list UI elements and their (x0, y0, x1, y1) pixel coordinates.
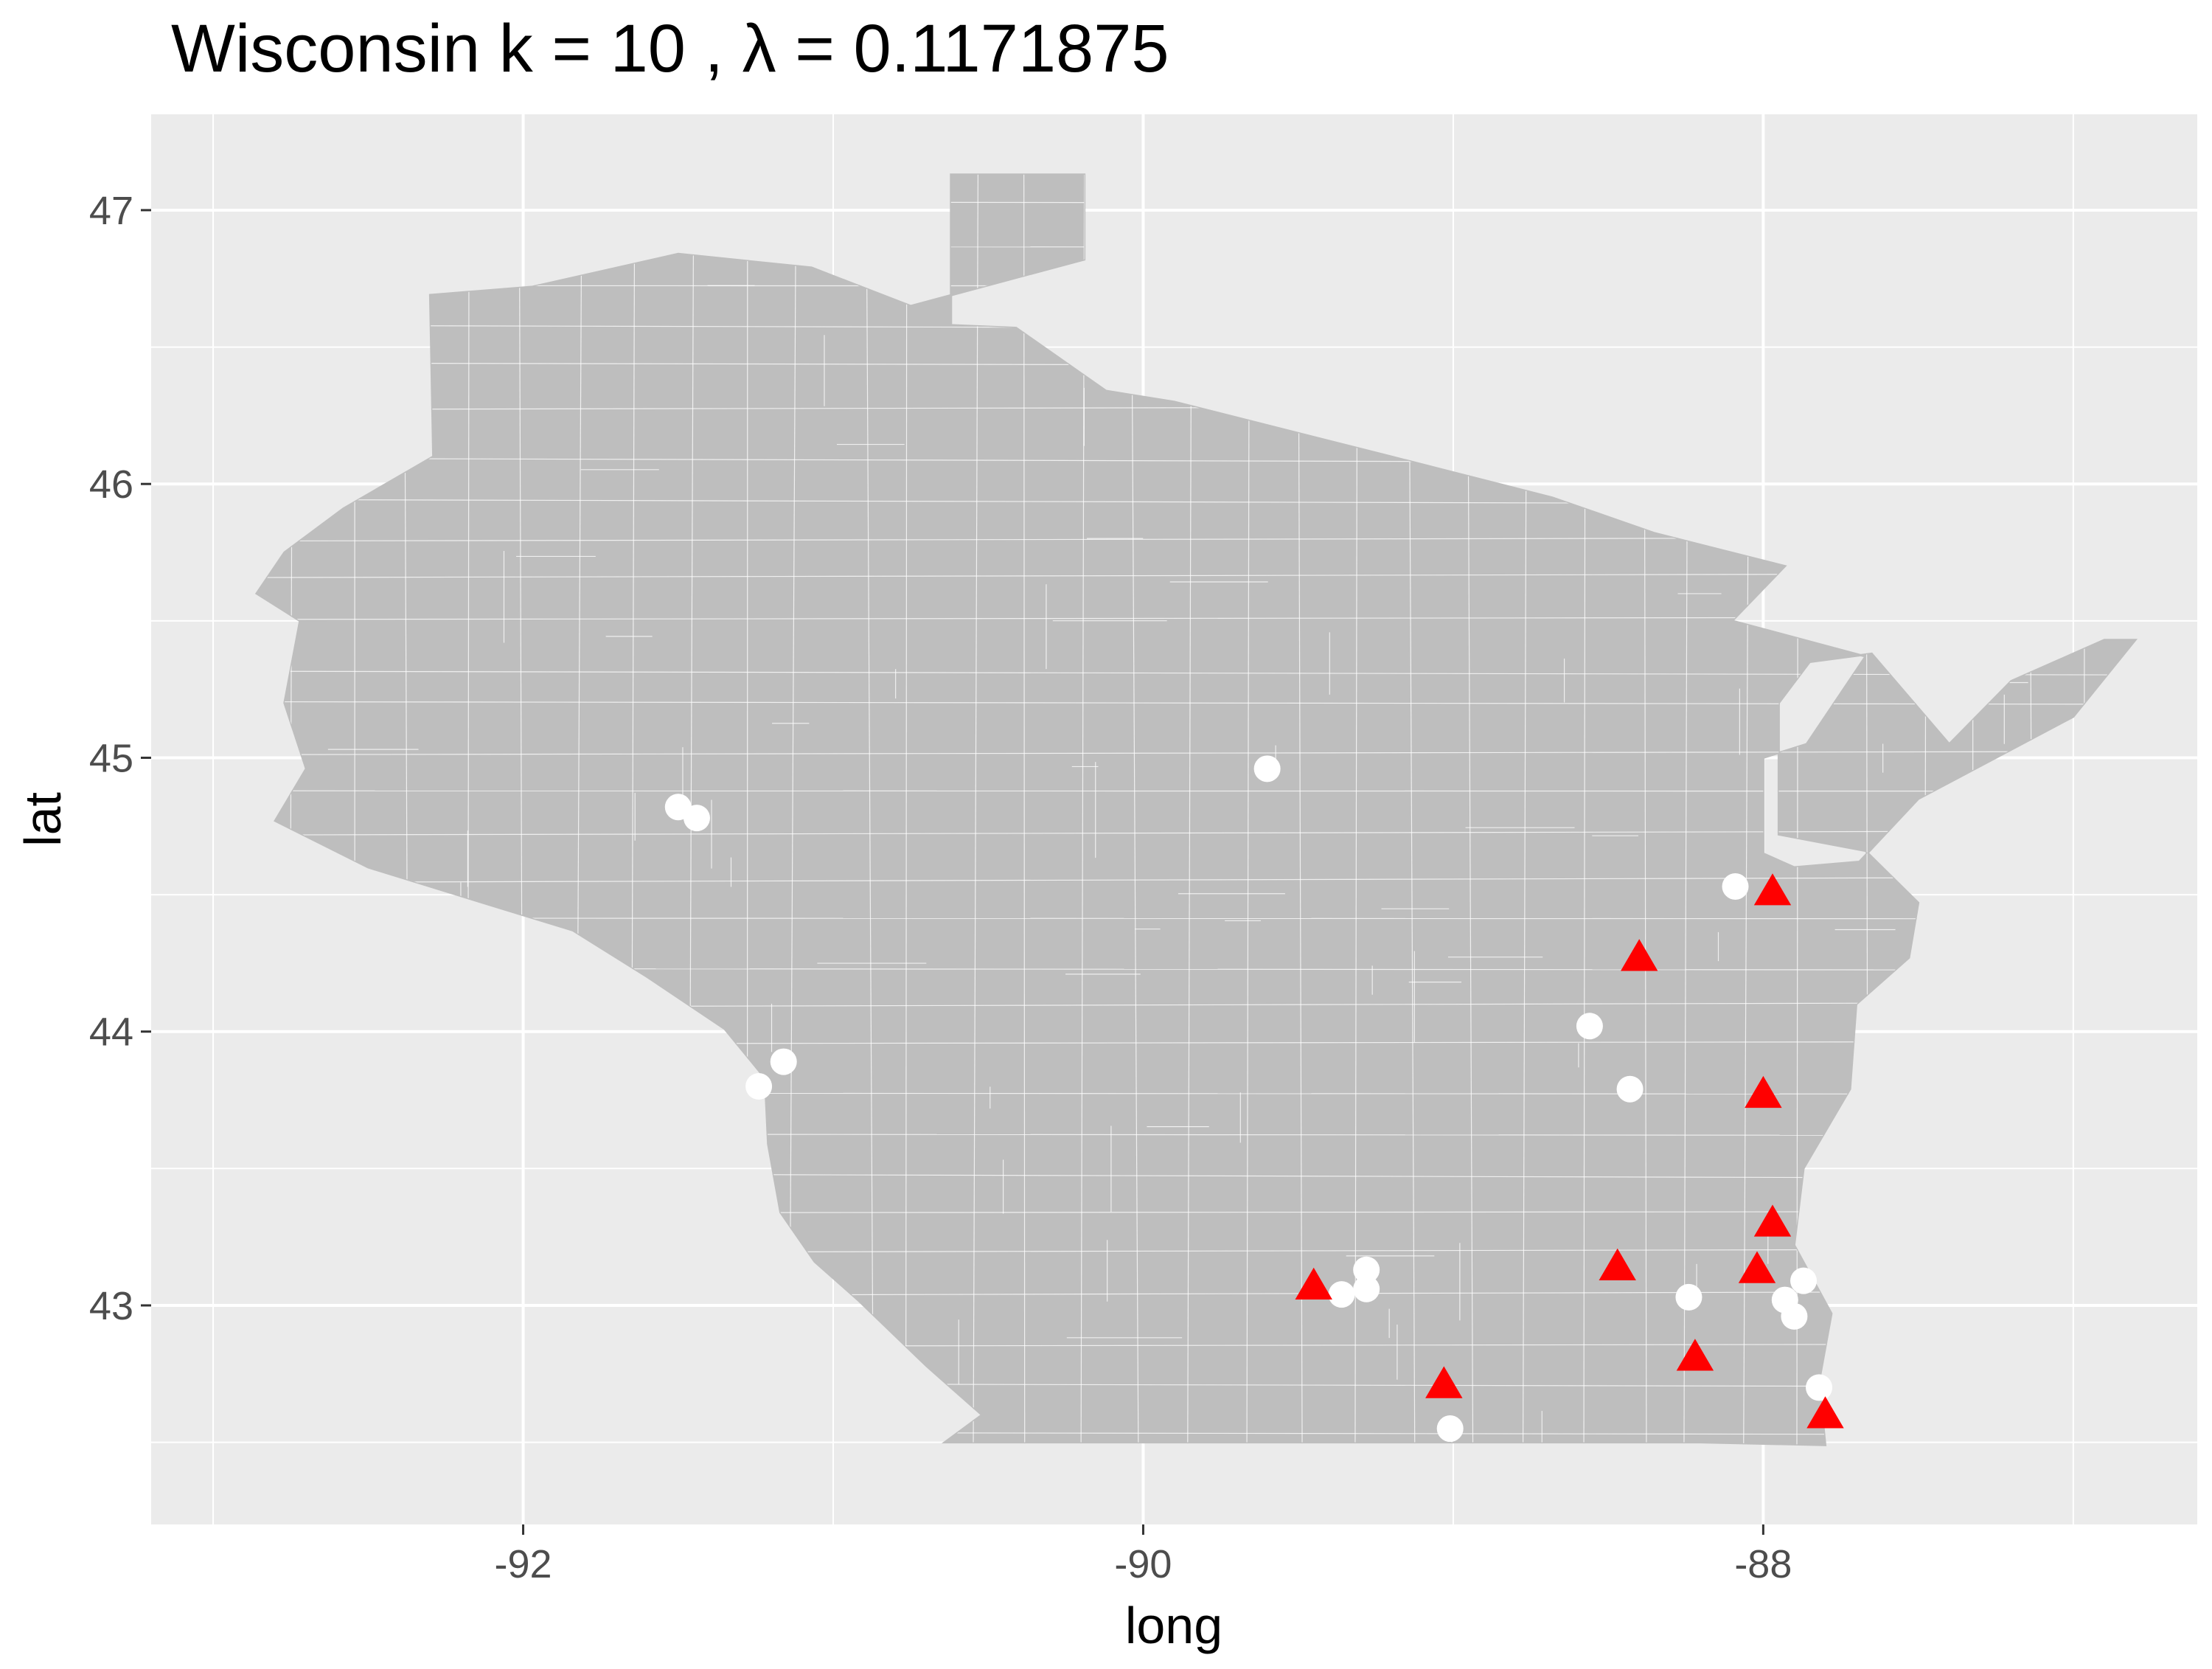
x-tick-label: -92 (495, 1542, 552, 1586)
y-tick-label: 46 (89, 462, 133, 507)
tract-boundary (257, 917, 2135, 920)
x-tick-label: -88 (1734, 1542, 1792, 1586)
tract-boundary (1023, 174, 1026, 1446)
data-points (664, 755, 1844, 1443)
y-tick-label: 47 (89, 189, 133, 233)
data-point-circle (1253, 755, 1281, 783)
data-point-circle (1781, 1302, 1808, 1330)
data-point-circle (684, 805, 710, 832)
data-point-circle (1328, 1281, 1355, 1308)
tract-boundary (257, 701, 2135, 705)
data-point-circle (1806, 1374, 1833, 1401)
tract-boundary (866, 174, 874, 1446)
tract-boundary (257, 751, 2135, 755)
y-axis-title: lat (14, 792, 72, 847)
data-point-triangle (1753, 1204, 1792, 1237)
tract-boundary (973, 174, 979, 1446)
chart-title: Wisconsin k = 10 , λ = 0.1171875 (171, 11, 1169, 86)
y-tick-label: 45 (89, 736, 133, 780)
data-point-triangle (1753, 873, 1792, 906)
tract-boundary (257, 876, 2135, 884)
data-point-circle (1790, 1267, 1818, 1294)
data-point-triangle (1425, 1366, 1463, 1398)
data-point-circle (1353, 1275, 1380, 1302)
tract-boundary (905, 174, 908, 1446)
data-point-triangle (1806, 1396, 1844, 1429)
data-point-circle (770, 1048, 797, 1075)
data-point-triangle (1676, 1339, 1714, 1371)
x-axis-title: long (1125, 1597, 1222, 1654)
data-point-triangle (1745, 1075, 1782, 1108)
data-point-circle (745, 1072, 773, 1100)
data-point-circle (1616, 1075, 1644, 1103)
data-point-circle (1353, 1256, 1380, 1283)
data-point-circle (1436, 1415, 1464, 1443)
data-point-circle (1722, 872, 1749, 900)
data-point-triangle (1295, 1267, 1332, 1300)
y-tick-label: 43 (89, 1284, 133, 1328)
data-point-circle (1675, 1283, 1703, 1311)
y-tick-label: 44 (89, 1010, 133, 1055)
axes: -92 -90 -88 43 44 45 46 47 (89, 189, 1792, 1586)
x-tick-label: -90 (1114, 1542, 1172, 1586)
tract-boundary (257, 830, 2135, 836)
data-point-triangle (1621, 939, 1658, 971)
data-point-triangle (1738, 1251, 1776, 1283)
data-point-circle (1576, 1013, 1603, 1040)
data-point-triangle (1599, 1248, 1636, 1280)
